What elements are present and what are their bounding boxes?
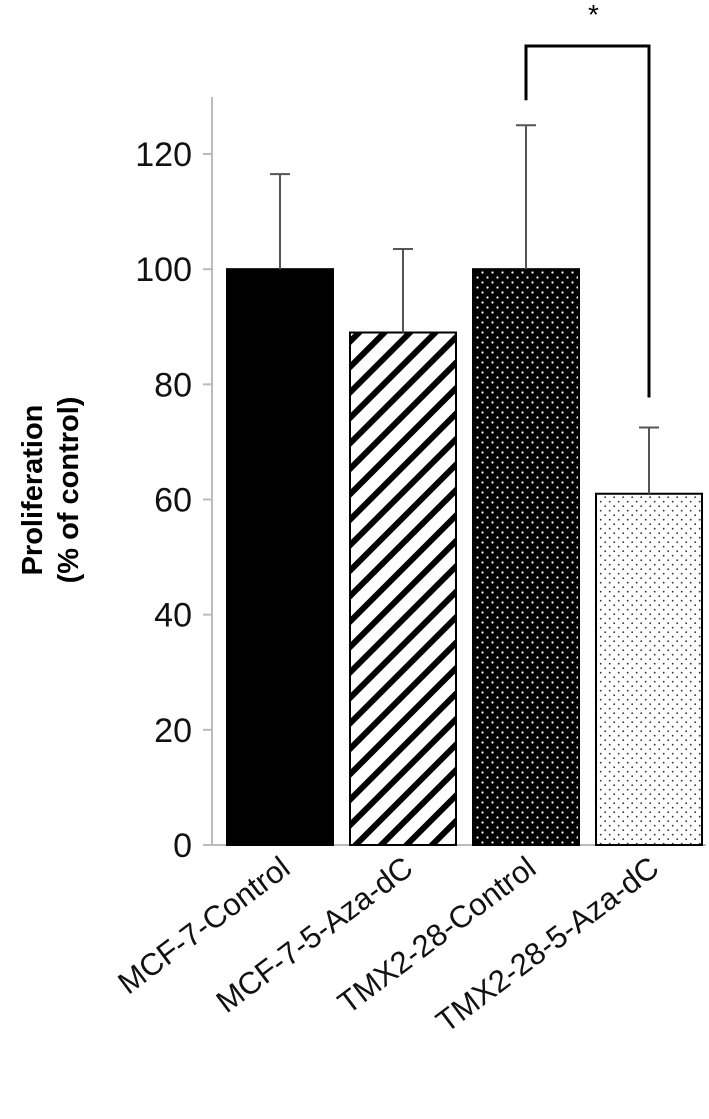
significance-marker: *	[588, 0, 599, 30]
y-tick-label: 120	[135, 136, 192, 174]
bar-4	[595, 492, 703, 846]
y-tick-label: 0	[173, 827, 192, 865]
significance-bracket: *	[524, 0, 651, 398]
y-axis-title-line-1: Proliferation	[17, 405, 49, 576]
y-tick-label: 100	[135, 251, 192, 289]
y-axis-title-line-2: (% of control)	[53, 397, 85, 584]
x-axis-labels: MCF-7-ControlMCF-7-5-Aza-dCTMX2-28-Contr…	[111, 850, 665, 1040]
error-bars	[270, 124, 659, 494]
significance-bracket-line	[524, 44, 651, 398]
x-tick-label: TMX2-28-5-Aza-dC	[430, 850, 666, 1040]
y-tick-label: 20	[154, 712, 192, 750]
bars	[226, 268, 703, 846]
y-tick-label: 80	[154, 366, 192, 404]
bar-1	[226, 268, 334, 846]
bar-3	[472, 268, 580, 846]
y-tick-label: 60	[154, 482, 192, 520]
bar-2	[349, 331, 457, 846]
axes: 0 20 40 60 80 100 120	[135, 97, 706, 865]
y-tick-label: 40	[154, 597, 192, 635]
y-axis-title: Proliferation (% of control)	[17, 397, 85, 584]
